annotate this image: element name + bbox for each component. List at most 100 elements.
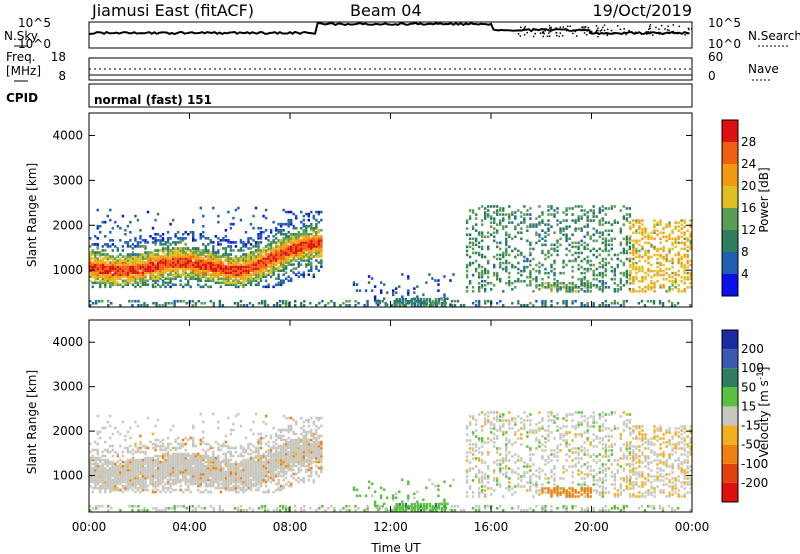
power-cell xyxy=(571,241,574,245)
velocity-cell xyxy=(204,484,207,488)
velocity-cell xyxy=(146,488,150,492)
velocity-cell xyxy=(217,442,220,446)
velocity-cell xyxy=(496,447,499,450)
power-cell xyxy=(207,255,210,258)
velocity-cell xyxy=(483,477,487,480)
power-cell xyxy=(274,259,278,262)
velocity-cell xyxy=(242,470,245,474)
velocity-cell xyxy=(257,482,260,486)
power-cell xyxy=(154,257,157,260)
power-cell xyxy=(282,241,285,244)
velocity-cell xyxy=(352,488,356,492)
power-cell xyxy=(480,231,484,235)
power-cell xyxy=(580,259,583,263)
power-cell xyxy=(571,285,574,289)
power-cell xyxy=(302,214,305,218)
power-cell xyxy=(358,289,362,292)
power-cell xyxy=(292,243,295,246)
power-cell xyxy=(242,255,245,258)
power-cell xyxy=(101,281,104,285)
velocity-cell xyxy=(465,479,469,482)
velocity-cell xyxy=(214,470,218,474)
velocity-cell xyxy=(126,488,130,492)
velocity-cell xyxy=(237,454,240,458)
velocity-cell xyxy=(434,484,437,488)
velocity-cell xyxy=(532,431,535,434)
velocity-cell xyxy=(121,450,125,454)
power-cell xyxy=(244,255,248,258)
velocity-cell xyxy=(592,425,595,428)
power-cell xyxy=(592,271,595,275)
velocity-cell xyxy=(161,476,165,480)
power-cell xyxy=(279,281,283,285)
power-cell xyxy=(471,261,475,265)
power-cell xyxy=(297,237,300,240)
velocity-cell xyxy=(565,415,568,418)
power-cell xyxy=(598,279,601,283)
velocity-cell xyxy=(94,486,97,490)
velocity-cell xyxy=(279,444,283,448)
velocity-cell xyxy=(613,483,617,486)
power-cell xyxy=(136,281,140,285)
velocity-cell xyxy=(257,478,260,482)
power-cell xyxy=(129,271,132,274)
velocity-cell xyxy=(274,434,278,438)
power-cell xyxy=(219,285,223,289)
velocity-cell xyxy=(209,466,212,470)
velocity-cell xyxy=(480,445,484,448)
power-cell xyxy=(514,255,517,259)
power-cell xyxy=(619,285,623,289)
velocity-cell xyxy=(541,449,544,452)
velocity-cell xyxy=(237,484,240,488)
power-cell xyxy=(580,265,583,269)
power-cell xyxy=(480,279,484,283)
power-cell xyxy=(601,231,604,235)
velocity-cell xyxy=(161,452,165,456)
power-cell xyxy=(264,273,268,277)
velocity-cell xyxy=(465,433,469,436)
velocity-cell xyxy=(239,486,243,490)
velocity-cell xyxy=(126,466,130,470)
power-cell xyxy=(452,273,455,276)
velocity-cell xyxy=(514,421,517,424)
power-cell xyxy=(607,249,610,253)
velocity-cell xyxy=(307,464,310,468)
velocity-cell xyxy=(164,448,167,452)
power-cell xyxy=(562,219,565,222)
velocity-cell xyxy=(227,450,230,454)
power-cell xyxy=(619,251,623,255)
power-cell xyxy=(610,243,613,247)
velocity-cell xyxy=(317,456,321,460)
power-cell xyxy=(186,281,190,285)
power-cell xyxy=(535,231,538,235)
power-cell xyxy=(565,225,568,228)
power-cell xyxy=(161,263,165,266)
velocity-cell xyxy=(379,496,383,500)
power-cell xyxy=(302,273,305,277)
power-cell xyxy=(174,277,177,281)
power-cell xyxy=(272,269,275,272)
power-cell xyxy=(287,259,290,262)
velocity-cell xyxy=(295,456,298,460)
velocity-cell xyxy=(166,446,170,450)
velocity-cell xyxy=(101,458,104,462)
power-cell xyxy=(272,235,275,238)
velocity-cell xyxy=(471,433,475,436)
velocity-cell xyxy=(136,458,140,462)
power-cell xyxy=(562,265,565,269)
velocity-cell xyxy=(234,464,238,468)
velocity-cell xyxy=(511,493,514,496)
velocity-cell xyxy=(131,470,135,474)
power-cell xyxy=(161,243,165,246)
velocity-cell xyxy=(592,445,595,448)
velocity-cell xyxy=(227,486,230,490)
velocity-cell xyxy=(252,482,255,486)
power-cell xyxy=(164,277,167,281)
power-cell xyxy=(302,257,305,260)
velocity-cell xyxy=(239,454,243,458)
velocity-cell xyxy=(186,460,190,464)
velocity-cell xyxy=(465,425,469,428)
power-cell xyxy=(295,259,298,262)
power-cell xyxy=(129,263,132,266)
power-cell xyxy=(262,267,265,270)
